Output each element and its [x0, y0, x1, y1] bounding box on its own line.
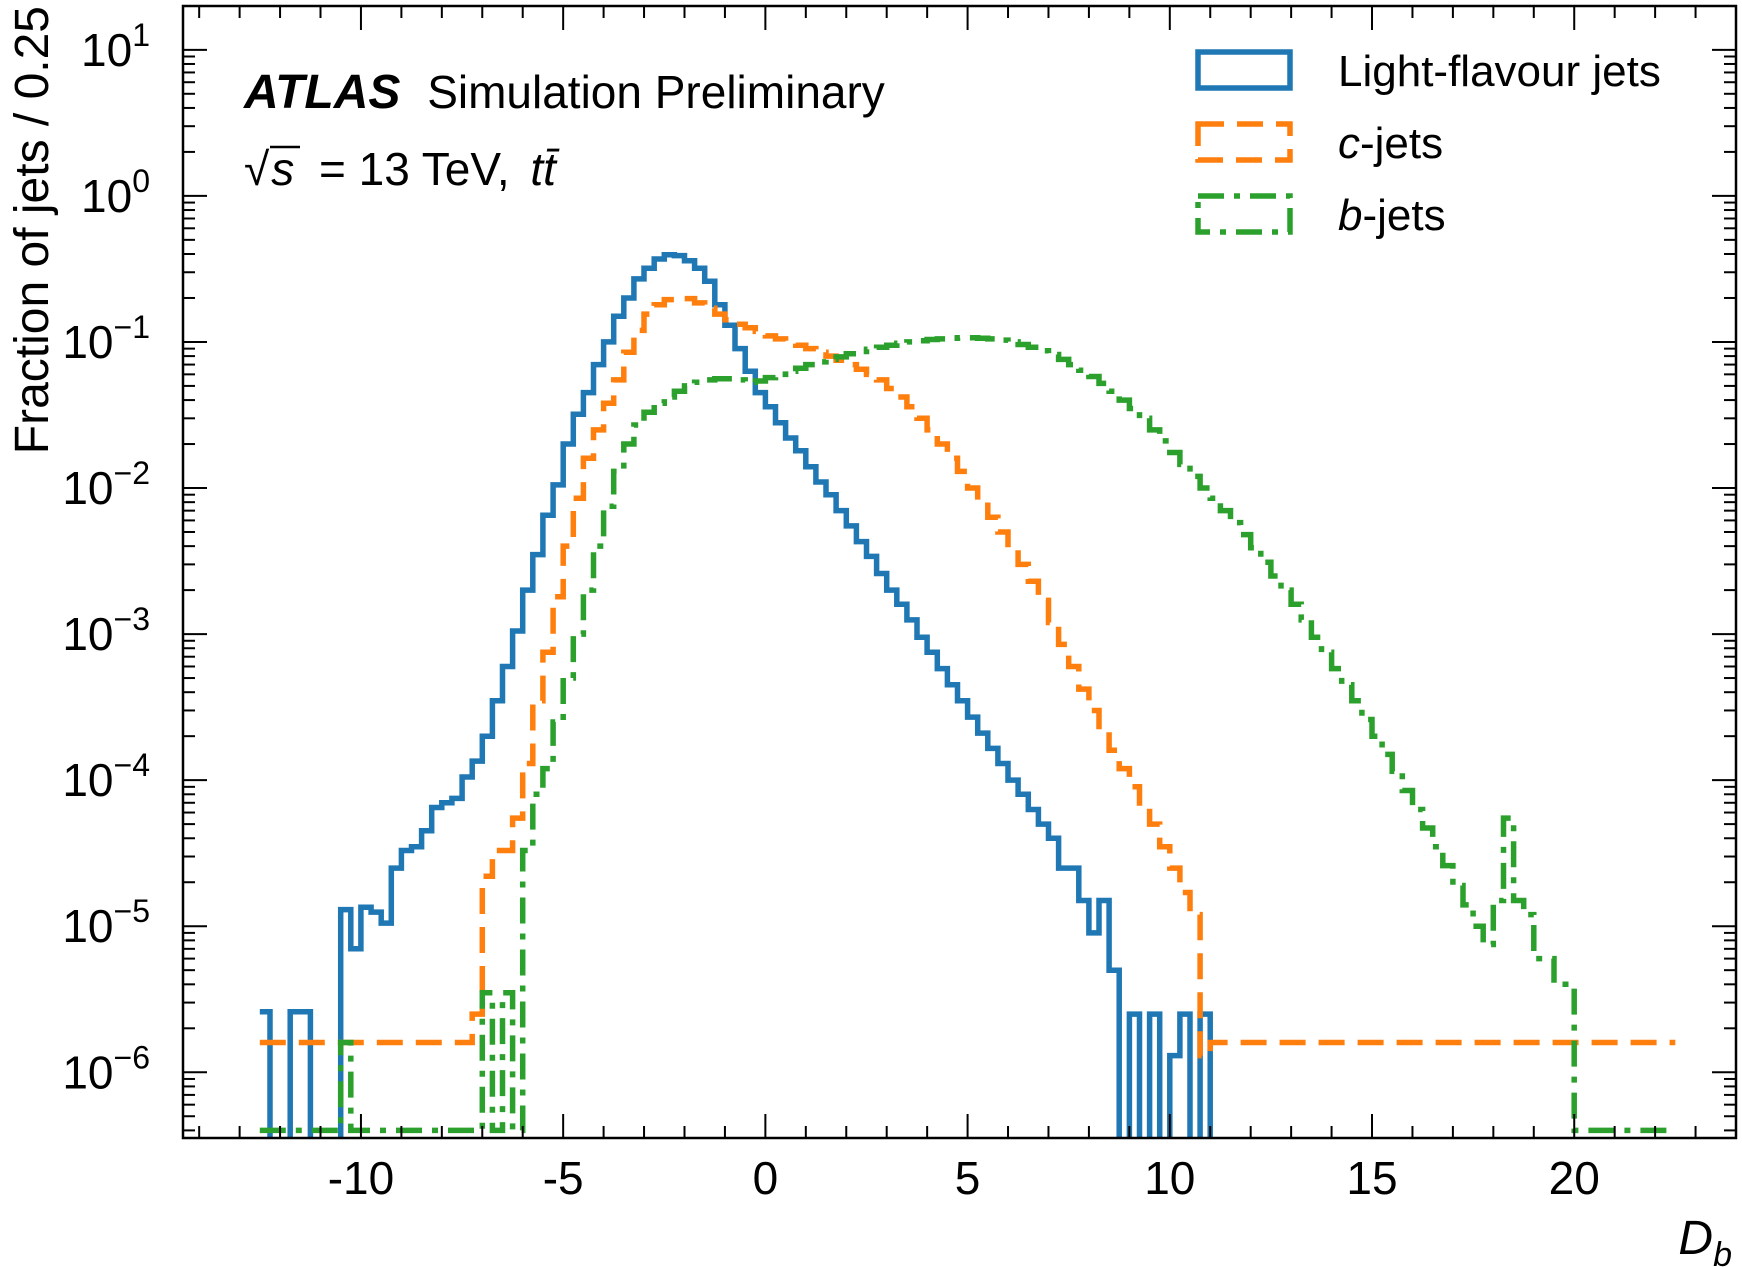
atlas-logo-text: ATLAS	[243, 66, 400, 119]
legend-item-light-flavour-jets: Light-flavour jets	[1195, 47, 1661, 96]
legend-label: b-jets	[1338, 191, 1446, 240]
y-tick-label: 10−3	[62, 601, 150, 660]
x-axis-label: Db	[1678, 1212, 1732, 1267]
x-tick-labels: -10 -5 0 5 10 15 20	[328, 1152, 1600, 1204]
series-line-c-jets	[259, 295, 1676, 1059]
atlas-label: ATLAS Simulation Preliminary √s = 13 TeV…	[243, 66, 885, 195]
x-tick-label: -10	[328, 1152, 394, 1204]
series-layer	[259, 252, 1676, 1138]
legend-item-c-jets: c-jets	[1195, 119, 1443, 168]
atlas-status-text: Simulation Preliminary	[427, 66, 885, 118]
legend-swatch	[1195, 121, 1293, 163]
x-tick-label: -5	[543, 1152, 584, 1204]
x-tick-label: 0	[753, 1152, 779, 1204]
x-axis-label-sub: b	[1713, 1236, 1732, 1267]
x-tick-label: 5	[955, 1152, 981, 1204]
legend-item-b-jets: b-jets	[1195, 191, 1446, 240]
energy-line: √s = 13 TeV, tt̄	[244, 143, 560, 195]
x-tick-label: 20	[1549, 1152, 1600, 1204]
y-axis-label: Fraction of jets / 0.25	[6, 6, 59, 454]
legend-label: Light-flavour jets	[1338, 47, 1661, 96]
sqrt-symbol: √	[244, 143, 270, 195]
legend-label: c-jets	[1338, 119, 1443, 168]
s-symbol: s	[271, 143, 294, 195]
svg-text:ATLAS Simulation Prelimi: ATLAS Simulation Preliminary	[243, 66, 885, 119]
legend-swatch	[1195, 193, 1293, 235]
x-tick-label: 10	[1144, 1152, 1195, 1204]
y-tick-label: 10−4	[62, 747, 150, 806]
y-tick-label: 10−1	[62, 309, 150, 368]
x-axis-label-main: D	[1678, 1212, 1713, 1265]
process-text: tt̄	[530, 143, 560, 195]
y-tick-label: 10−6	[62, 1039, 150, 1098]
legend: Light-flavour jets c-jets b-jets	[1195, 47, 1661, 240]
y-tick-labels: 101 100 10−1 10−2 10−3 10−4 10−5 10−6	[62, 17, 150, 1098]
axes-frame	[181, 4, 1738, 1140]
y-tick-label: 10−5	[62, 893, 150, 952]
y-tick-label: 101	[81, 17, 150, 76]
legend-swatch	[1195, 49, 1293, 91]
y-tick-label: 10−2	[62, 455, 150, 514]
tick-layer	[183, 6, 1737, 1138]
series-line-light-flavour-jets	[259, 252, 1213, 1138]
series-line-b-jets	[259, 334, 1676, 1134]
energy-text: = 13 TeV,	[319, 143, 510, 195]
y-tick-label: 100	[81, 163, 150, 222]
x-tick-label: 15	[1346, 1152, 1397, 1204]
